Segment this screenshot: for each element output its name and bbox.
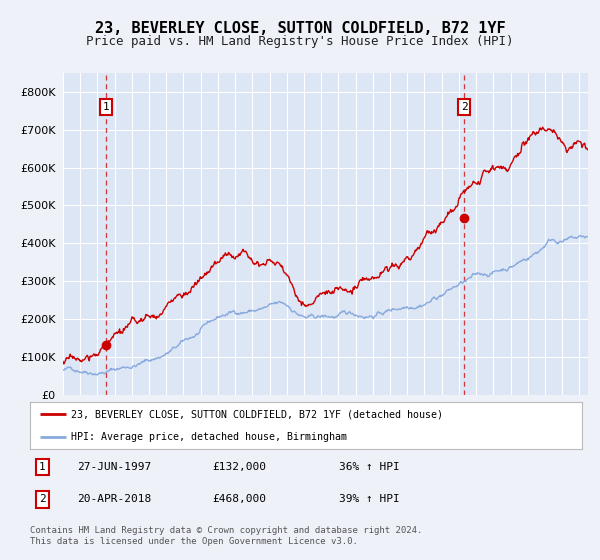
Text: 20-APR-2018: 20-APR-2018 [77,494,151,505]
Text: 2: 2 [39,494,46,505]
Text: 27-JUN-1997: 27-JUN-1997 [77,462,151,472]
Text: 23, BEVERLEY CLOSE, SUTTON COLDFIELD, B72 1YF (detached house): 23, BEVERLEY CLOSE, SUTTON COLDFIELD, B7… [71,409,443,419]
Text: 23, BEVERLEY CLOSE, SUTTON COLDFIELD, B72 1YF: 23, BEVERLEY CLOSE, SUTTON COLDFIELD, B7… [95,21,505,36]
Text: 1: 1 [103,102,109,112]
Text: Contains HM Land Registry data © Crown copyright and database right 2024.
This d: Contains HM Land Registry data © Crown c… [30,526,422,546]
Text: Price paid vs. HM Land Registry's House Price Index (HPI): Price paid vs. HM Land Registry's House … [86,35,514,48]
Text: 2: 2 [461,102,467,112]
Text: £132,000: £132,000 [212,462,266,472]
Text: 39% ↑ HPI: 39% ↑ HPI [339,494,400,505]
Text: 36% ↑ HPI: 36% ↑ HPI [339,462,400,472]
Text: £468,000: £468,000 [212,494,266,505]
Text: HPI: Average price, detached house, Birmingham: HPI: Average price, detached house, Birm… [71,432,347,442]
Text: 1: 1 [39,462,46,472]
